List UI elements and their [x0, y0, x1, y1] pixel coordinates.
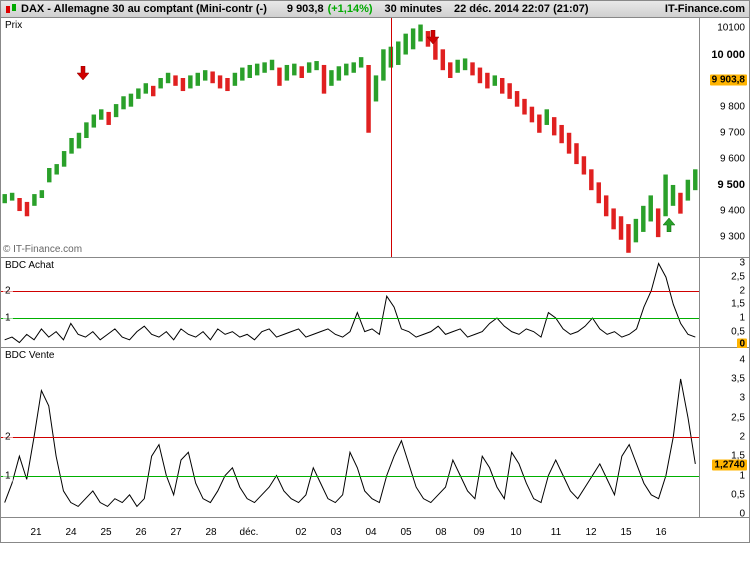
arrow-down-icon: [77, 66, 89, 80]
threshold-label: 2: [3, 431, 13, 442]
x-tick-label: 10: [510, 527, 521, 538]
x-tick-label: 02: [295, 527, 306, 538]
y-tick-label: 9 600: [720, 153, 745, 164]
x-tick-label: 27: [170, 527, 181, 538]
y-tick-label: 2,5: [731, 272, 745, 283]
brand-label: IT-Finance.com: [665, 3, 745, 15]
bdc-vente-y-axis: 43,532,521,510,501,2740: [699, 348, 749, 517]
y-tick-label: 2: [739, 431, 745, 442]
threshold-line: [1, 476, 699, 477]
pct-change: (+1,14%): [328, 3, 373, 15]
threshold-label: 1: [3, 470, 13, 481]
x-tick-label: 28: [205, 527, 216, 538]
price-y-axis: 1010010 0009 9009 8009 7009 6009 5009 40…: [699, 18, 749, 257]
bdc-vente-plot: 21: [1, 348, 699, 517]
threshold-line: [1, 437, 699, 438]
x-tick-label: 16: [655, 527, 666, 538]
x-axis: 21 24 25 26 27 28 déc. 02 03 04 05 08 09 10 11 12 15 16: [1, 518, 749, 542]
arrow-up-icon: [663, 218, 675, 232]
y-tick-label: 0,5: [731, 326, 745, 337]
timeframe: 30 minutes: [385, 3, 442, 15]
bdc-achat-panel[interactable]: BDC Achat 21 32,521,510,500: [1, 258, 749, 348]
arrow-down-icon: [427, 30, 439, 44]
threshold-label: 1: [3, 313, 13, 324]
x-tick-label: 05: [400, 527, 411, 538]
y-tick-label: 10100: [717, 23, 745, 34]
threshold-label: 2: [3, 285, 13, 296]
current-value-badge: 1,2740: [712, 459, 747, 470]
current-value-badge: 9 903,8: [710, 74, 747, 85]
y-tick-label: 3: [739, 258, 745, 269]
watermark: © IT-Finance.com: [3, 244, 82, 255]
y-tick-label: 3: [739, 393, 745, 404]
x-tick-label: 15: [620, 527, 631, 538]
threshold-line: [1, 291, 699, 292]
x-tick-label: 03: [330, 527, 341, 538]
x-tick-label: 11: [551, 527, 561, 538]
x-tick-label: déc.: [240, 527, 259, 538]
x-tick-label: 21: [30, 527, 41, 538]
header-bar: DAX - Allemagne 30 au comptant (Mini-con…: [0, 0, 750, 18]
y-tick-label: 3,5: [731, 373, 745, 384]
bdc-vente-label: BDC Vente: [3, 350, 56, 361]
y-tick-label: 1,5: [731, 299, 745, 310]
bdc-achat-y-axis: 32,521,510,500: [699, 258, 749, 347]
x-tick-label: 24: [65, 527, 76, 538]
bdc-achat-label: BDC Achat: [3, 260, 56, 271]
y-tick-label: 2,5: [731, 412, 745, 423]
y-tick-label: 9 400: [720, 206, 745, 217]
x-tick-label: 08: [435, 527, 446, 538]
candle-icon: [5, 3, 17, 15]
x-tick-label: 12: [585, 527, 596, 538]
y-tick-label: 0,5: [731, 489, 745, 500]
y-tick-label: 9 800: [720, 101, 745, 112]
threshold-line: [1, 318, 699, 319]
y-tick-label: 1: [739, 470, 745, 481]
y-tick-label: 10 000: [711, 49, 745, 61]
last-price: 9 903,8: [287, 3, 324, 15]
vertical-marker: [391, 18, 392, 257]
price-plot: [1, 18, 699, 257]
chart-container: Prix © IT-Finance.com 1010010 0009 9009 …: [0, 18, 750, 543]
bdc-achat-plot: 21: [1, 258, 699, 347]
x-tick-label: 04: [365, 527, 376, 538]
datetime: 22 déc. 2014 22:07 (21:07): [454, 3, 589, 15]
price-panel-label: Prix: [3, 20, 24, 31]
y-tick-label: 1: [739, 313, 745, 324]
y-tick-label: 9 700: [720, 127, 745, 138]
price-panel[interactable]: Prix © IT-Finance.com 1010010 0009 9009 …: [1, 18, 749, 258]
x-tick-label: 25: [100, 527, 111, 538]
y-tick-label: 4: [739, 354, 745, 365]
bdc-vente-panel[interactable]: BDC Vente 21 43,532,521,510,501,2740: [1, 348, 749, 518]
y-tick-label: 9 500: [717, 179, 745, 191]
x-tick-label: 09: [473, 527, 484, 538]
y-tick-label: 2: [739, 285, 745, 296]
instrument-title: DAX - Allemagne 30 au comptant (Mini-con…: [21, 3, 267, 15]
x-tick-label: 26: [135, 527, 146, 538]
y-tick-label: 9 300: [720, 232, 745, 243]
